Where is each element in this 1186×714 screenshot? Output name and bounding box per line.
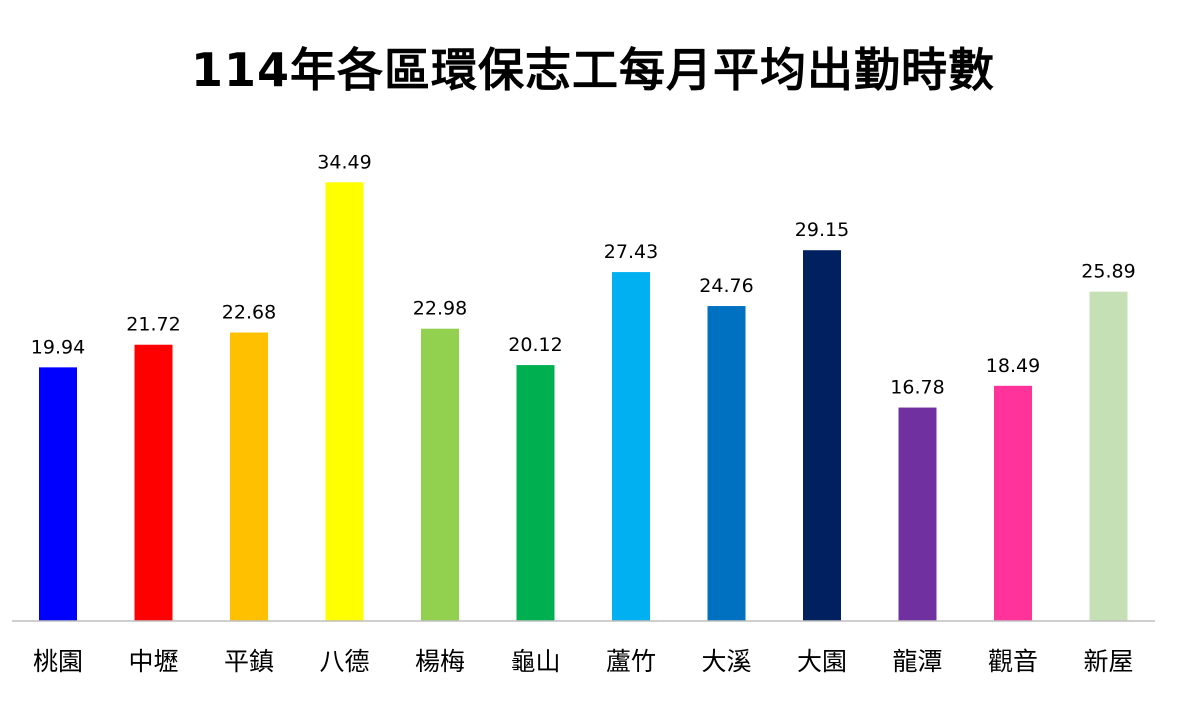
x-tick-label-1: 桃園 [33, 647, 83, 676]
bar-4 [325, 182, 364, 621]
x-tick-label-2: 中壢 [128, 647, 178, 676]
x-tick-label-9: 大園 [797, 647, 847, 676]
data-label-6: 20.12 [508, 334, 562, 356]
x-tick-label-10: 龍潭 [892, 647, 942, 676]
data-label-10: 16.78 [890, 377, 944, 399]
x-tick-label-4: 八德 [319, 647, 369, 676]
bar-9 [803, 250, 841, 621]
data-label-2: 21.72 [126, 314, 180, 336]
x-tick-labels: 桃園 中壢 平鎮 八德 楊梅 龜山 蘆竹 大溪 大園 龍潭 觀音 新屋 [33, 647, 1134, 676]
data-label-11: 18.49 [986, 355, 1040, 377]
data-label-1: 19.94 [31, 336, 85, 358]
x-tick-label-8: 大溪 [701, 647, 751, 676]
bar-11 [994, 385, 1032, 621]
bar-10 [898, 407, 937, 621]
data-label-9: 29.15 [795, 219, 849, 241]
bar-12 [1089, 291, 1128, 621]
data-label-7: 27.43 [604, 241, 658, 263]
bars-layer [39, 182, 1128, 621]
x-tick-label-12: 新屋 [1083, 647, 1133, 676]
bar-5 [421, 328, 459, 621]
x-tick-label-6: 龜山 [510, 647, 560, 676]
data-label-12: 25.89 [1081, 261, 1135, 283]
data-label-4: 34.49 [317, 151, 371, 173]
x-tick-label-7: 蘆竹 [606, 647, 656, 676]
chart-title: 114年各區環保志工每月平均出勤時數 [190, 43, 996, 97]
bar-7 [612, 272, 650, 621]
data-label-3: 22.68 [222, 302, 276, 324]
bar-3 [230, 332, 268, 621]
x-tick-label-5: 楊梅 [415, 647, 465, 676]
bar-6 [516, 365, 555, 621]
bar-1 [39, 367, 77, 621]
x-tick-label-3: 平鎮 [224, 647, 274, 676]
bar-2 [134, 344, 173, 621]
data-label-5: 22.98 [413, 298, 467, 320]
data-label-8: 24.76 [699, 275, 753, 297]
bar-8 [707, 306, 746, 621]
x-tick-label-11: 觀音 [988, 647, 1038, 676]
labels-layer: 19.94 21.72 22.68 34.49 22.98 20.12 27.43 24.76… [31, 151, 1136, 398]
